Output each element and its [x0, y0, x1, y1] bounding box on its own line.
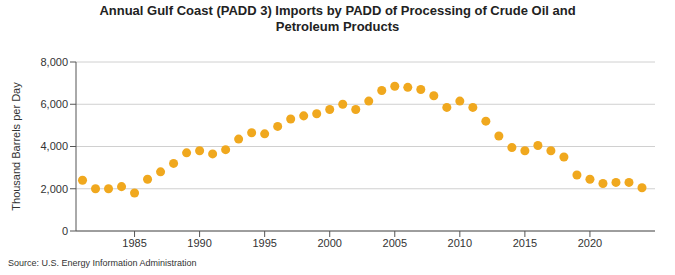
svg-text:2015: 2015	[513, 237, 537, 249]
svg-text:4,000: 4,000	[40, 140, 68, 152]
svg-text:1990: 1990	[187, 237, 211, 249]
html-text:Annual Gulf Coast (PADD 3) Imp: Annual Gulf Coast (PADD 3) Imports by PA…	[99, 3, 576, 34]
html-text:Source: U.S. Energy Informatio: Source: U.S. Energy Information Administ…	[8, 258, 197, 268]
svg-text:0: 0	[62, 225, 68, 237]
svg-text:8,000: 8,000	[40, 56, 68, 68]
svg-text:2005: 2005	[383, 237, 407, 249]
svg-text:1995: 1995	[252, 237, 276, 249]
svg-text:2020: 2020	[578, 237, 602, 249]
svg-text:Thousand Barrels per Day: Thousand Barrels per Day	[10, 82, 22, 211]
svg-text:6,000: 6,000	[40, 98, 68, 110]
svg-text:1985: 1985	[122, 237, 146, 249]
svg-text:2000: 2000	[317, 237, 341, 249]
svg-text:2010: 2010	[448, 237, 472, 249]
svg-text:2,000: 2,000	[40, 183, 68, 195]
